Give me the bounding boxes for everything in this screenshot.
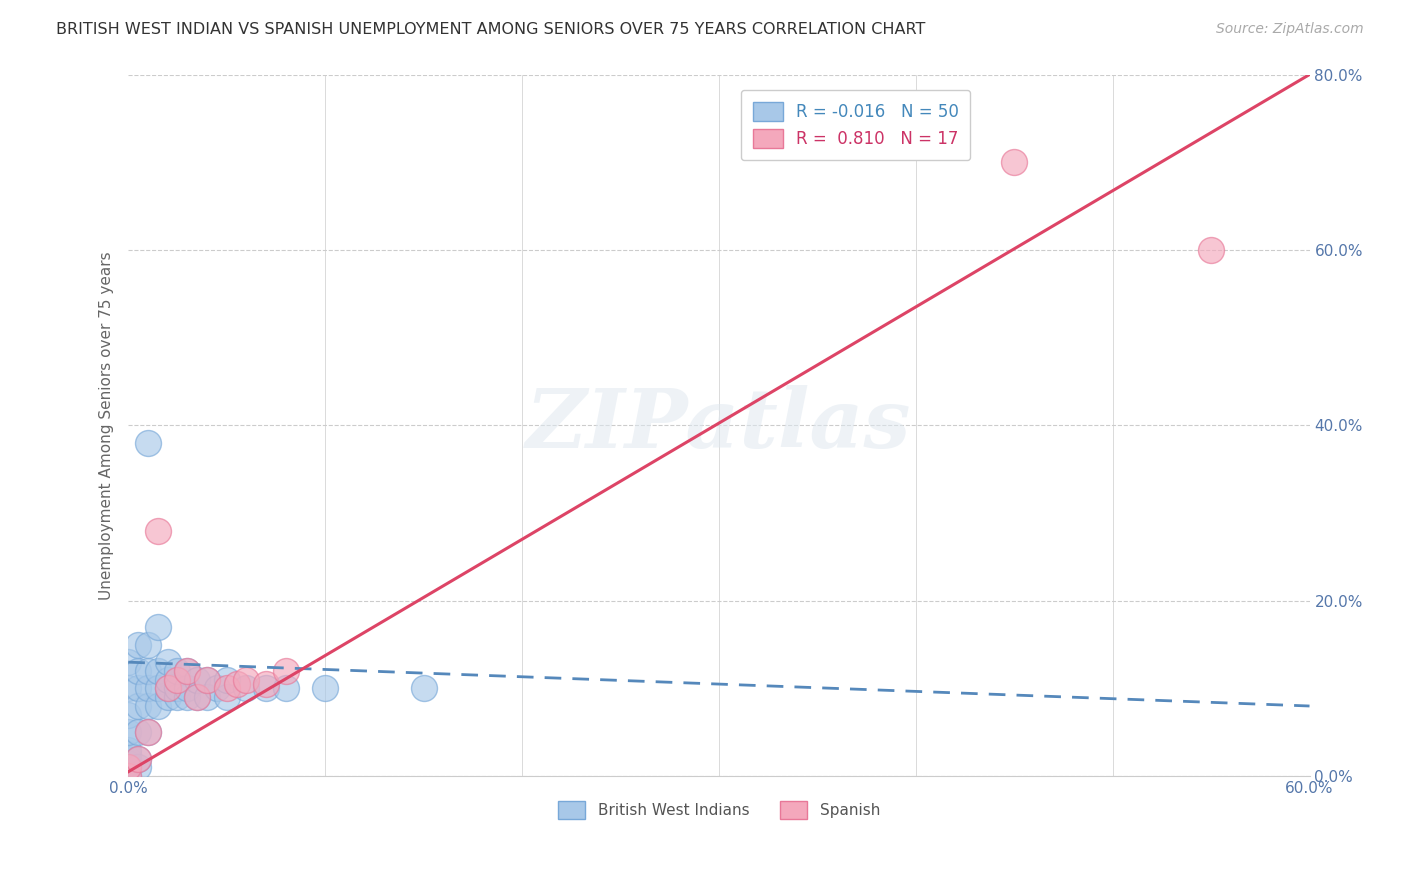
Point xyxy=(274,681,297,696)
Point xyxy=(156,655,179,669)
Point xyxy=(136,638,159,652)
Point xyxy=(117,760,139,774)
Point xyxy=(1002,155,1025,169)
Point xyxy=(195,690,218,705)
Point xyxy=(235,681,257,696)
Point xyxy=(186,673,208,687)
Point xyxy=(254,677,277,691)
Point xyxy=(127,751,149,765)
Point xyxy=(127,664,149,678)
Point xyxy=(274,664,297,678)
Point xyxy=(235,673,257,687)
Point xyxy=(215,690,238,705)
Point xyxy=(117,743,139,757)
Point xyxy=(176,664,198,678)
Point xyxy=(117,769,139,783)
Point xyxy=(205,681,228,696)
Point xyxy=(176,690,198,705)
Y-axis label: Unemployment Among Seniors over 75 years: Unemployment Among Seniors over 75 years xyxy=(100,251,114,599)
Point xyxy=(215,681,238,696)
Point xyxy=(136,681,159,696)
Point xyxy=(412,681,434,696)
Point xyxy=(127,751,149,765)
Point xyxy=(146,698,169,713)
Point xyxy=(156,673,179,687)
Point xyxy=(156,690,179,705)
Point xyxy=(166,681,188,696)
Legend: British West Indians, Spanish: British West Indians, Spanish xyxy=(551,795,886,825)
Point xyxy=(117,756,139,770)
Point xyxy=(195,673,218,687)
Point xyxy=(127,725,149,739)
Point xyxy=(225,677,247,691)
Point xyxy=(117,725,139,739)
Point xyxy=(136,664,159,678)
Point xyxy=(166,673,188,687)
Point xyxy=(117,655,139,669)
Point xyxy=(146,681,169,696)
Point xyxy=(117,681,139,696)
Point xyxy=(117,751,139,765)
Point xyxy=(117,760,139,774)
Point xyxy=(117,707,139,722)
Text: BRITISH WEST INDIAN VS SPANISH UNEMPLOYMENT AMONG SENIORS OVER 75 YEARS CORRELAT: BRITISH WEST INDIAN VS SPANISH UNEMPLOYM… xyxy=(56,22,925,37)
Point xyxy=(186,690,208,705)
Point xyxy=(117,747,139,762)
Text: ZIPatlas: ZIPatlas xyxy=(526,385,911,466)
Point xyxy=(127,760,149,774)
Text: Source: ZipAtlas.com: Source: ZipAtlas.com xyxy=(1216,22,1364,37)
Point xyxy=(1199,243,1222,257)
Point xyxy=(127,681,149,696)
Point xyxy=(176,664,198,678)
Point xyxy=(117,764,139,779)
Point xyxy=(127,638,149,652)
Point xyxy=(186,690,208,705)
Point xyxy=(146,524,169,538)
Point xyxy=(156,681,179,696)
Point xyxy=(195,673,218,687)
Point xyxy=(136,698,159,713)
Point xyxy=(136,725,159,739)
Point xyxy=(166,664,188,678)
Point xyxy=(146,620,169,634)
Point xyxy=(136,436,159,450)
Point xyxy=(156,681,179,696)
Point xyxy=(117,769,139,783)
Point xyxy=(215,673,238,687)
Point xyxy=(166,690,188,705)
Point xyxy=(314,681,336,696)
Point xyxy=(254,681,277,696)
Point xyxy=(176,681,198,696)
Point xyxy=(146,664,169,678)
Point xyxy=(127,698,149,713)
Point xyxy=(136,725,159,739)
